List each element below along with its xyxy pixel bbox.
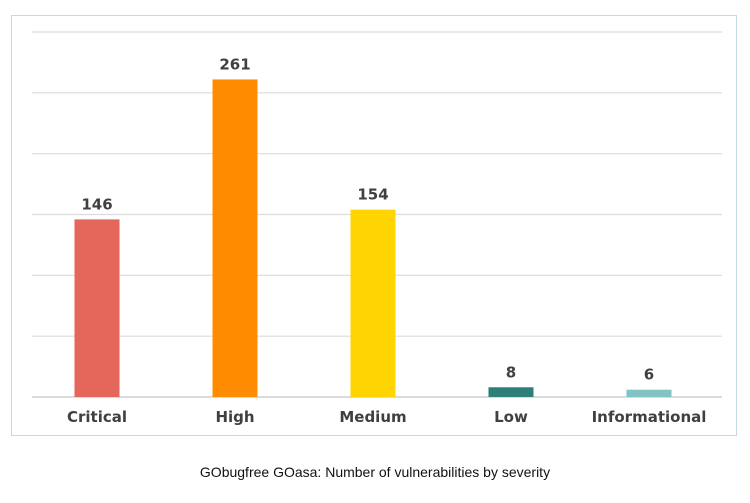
- category-labels: Critical High Medium Low Informational: [67, 408, 706, 426]
- value-label-low: 8: [506, 363, 516, 381]
- value-labels: 146 261 154 8 6: [81, 55, 654, 383]
- value-label-critical: 146: [81, 195, 112, 213]
- value-label-medium: 154: [357, 186, 388, 204]
- bar-chart: 146 261 154 8 6 Critical High Medium Low Informa…: [32, 31, 722, 426]
- bar-medium: [350, 209, 396, 397]
- bar-high: [212, 79, 258, 397]
- gridlines: [32, 31, 722, 398]
- value-label-high: 261: [219, 55, 250, 73]
- category-label-high: High: [215, 408, 254, 426]
- figure-caption: GObugfree GOasa: Number of vulnerabiliti…: [199, 464, 551, 480]
- bar-low: [488, 387, 534, 397]
- category-label-informational: Informational: [592, 408, 707, 426]
- category-label-critical: Critical: [67, 408, 127, 426]
- bar-informational: [626, 389, 672, 397]
- value-label-informational: 6: [644, 366, 654, 384]
- category-label-low: Low: [494, 408, 528, 426]
- category-label-medium: Medium: [339, 408, 406, 426]
- bar-critical: [74, 219, 120, 397]
- bars: [74, 79, 672, 397]
